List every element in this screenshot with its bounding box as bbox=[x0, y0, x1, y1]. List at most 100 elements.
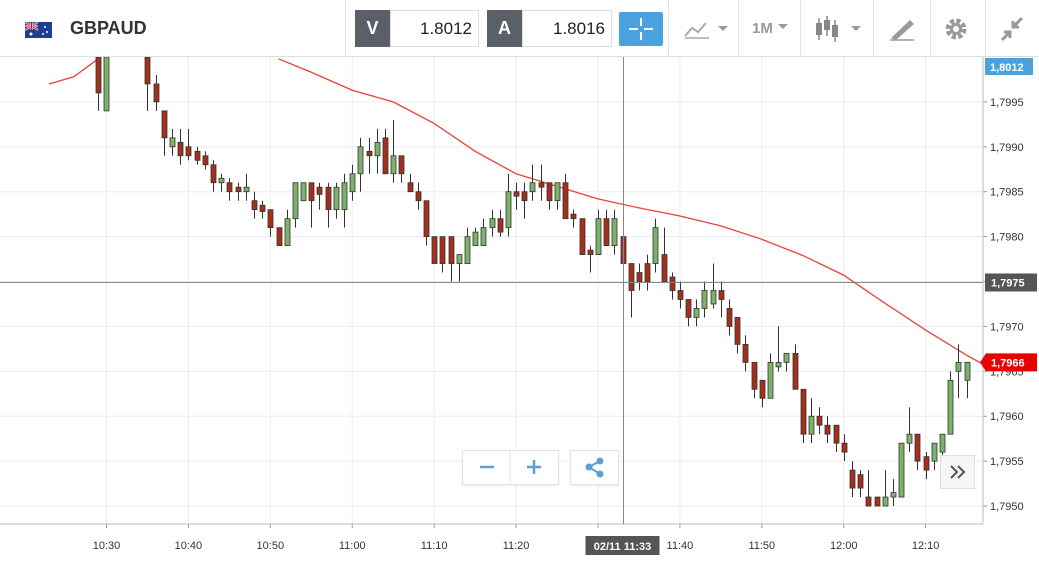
candle-body bbox=[538, 182, 545, 188]
candle-body bbox=[898, 442, 905, 498]
candle-body bbox=[513, 191, 520, 197]
y-tick-label: 1,7960 bbox=[990, 411, 1024, 423]
bid-price-label: 1,8012 bbox=[990, 62, 1024, 74]
candle-body bbox=[710, 290, 717, 305]
candle-body bbox=[808, 415, 815, 435]
crosshair-time-label: 02/11 11:33 bbox=[594, 541, 652, 553]
candle-body bbox=[693, 308, 700, 318]
candle-body bbox=[456, 254, 463, 264]
dropdown-arrow[interactable] bbox=[777, 22, 791, 32]
candle-body bbox=[349, 173, 356, 193]
zoom-controls bbox=[462, 450, 559, 485]
candle-body bbox=[742, 343, 749, 363]
candle-body bbox=[800, 388, 807, 435]
candle-body bbox=[775, 361, 782, 368]
candle-body bbox=[824, 424, 831, 435]
candle-body bbox=[390, 155, 397, 175]
share-icon bbox=[585, 457, 604, 478]
candle-body bbox=[177, 141, 184, 157]
candle-body bbox=[480, 227, 487, 246]
crosshair-button[interactable] bbox=[619, 12, 663, 46]
separator bbox=[345, 0, 346, 56]
bid-price[interactable]: 1.8012 bbox=[390, 10, 479, 47]
candle-body bbox=[300, 182, 307, 202]
candle-body bbox=[890, 492, 897, 498]
candle-body bbox=[235, 186, 242, 193]
crosshair-price-label: 1,7975 bbox=[991, 278, 1025, 290]
candle-body bbox=[595, 218, 602, 255]
candle-body bbox=[521, 191, 528, 202]
candle-body bbox=[882, 496, 889, 507]
zoom-in[interactable] bbox=[527, 460, 541, 474]
candle-body bbox=[423, 200, 430, 238]
candle-body bbox=[259, 204, 266, 212]
settings-button[interactable] bbox=[943, 16, 969, 42]
candle-body bbox=[153, 83, 160, 103]
candle-body bbox=[857, 474, 864, 489]
candle-body bbox=[718, 290, 725, 300]
candle-body bbox=[292, 182, 299, 220]
candle-body bbox=[210, 164, 217, 184]
draw-tool-button[interactable] bbox=[888, 16, 916, 42]
toolbar: GBPAUD V 1.8012 A 1.8016 1M bbox=[0, 0, 1039, 57]
x-tick-label: 10:50 bbox=[257, 540, 285, 552]
candle-body bbox=[792, 352, 799, 390]
candle-body bbox=[439, 236, 446, 264]
symbol: GBPAUD bbox=[70, 18, 147, 38]
separator bbox=[668, 0, 669, 56]
candle-body bbox=[374, 141, 381, 157]
bid-label: V bbox=[355, 10, 390, 47]
flag-icon bbox=[25, 22, 52, 38]
y-tick-label: 1,7970 bbox=[990, 321, 1024, 333]
candle-body bbox=[366, 150, 373, 157]
candle-body bbox=[652, 227, 659, 264]
candle-body bbox=[218, 177, 225, 184]
candle-body bbox=[448, 236, 455, 264]
y-tick-label: 1,7950 bbox=[990, 501, 1024, 513]
timeframe[interactable]: 1M bbox=[752, 20, 773, 37]
candle-body bbox=[849, 469, 856, 489]
candle-body bbox=[759, 379, 766, 399]
moving-average-line bbox=[278, 58, 983, 365]
candle-body bbox=[701, 290, 708, 309]
candle-body bbox=[783, 352, 790, 363]
x-tick-label: 12:00 bbox=[830, 540, 858, 552]
candle-body bbox=[497, 218, 504, 233]
candle-body bbox=[661, 254, 668, 282]
candle-body bbox=[325, 186, 332, 211]
candle-body bbox=[464, 236, 471, 264]
candle-style-button[interactable] bbox=[815, 14, 863, 44]
scroll-latest-button[interactable] bbox=[940, 455, 975, 489]
share-button[interactable] bbox=[570, 450, 619, 485]
last-price-label: 1,7966 bbox=[991, 357, 1025, 369]
candle-body bbox=[398, 155, 405, 175]
candle-body bbox=[726, 308, 733, 327]
candle-body bbox=[611, 218, 618, 246]
x-tick-label: 10:30 bbox=[93, 540, 121, 552]
candle-body bbox=[529, 182, 536, 193]
candle-body bbox=[669, 276, 676, 291]
moving-average-line bbox=[48, 58, 99, 85]
candle-body bbox=[570, 213, 577, 220]
x-tick-label: 11:10 bbox=[421, 540, 448, 552]
candle-body bbox=[833, 424, 840, 444]
candle-body bbox=[554, 182, 561, 202]
ask-price[interactable]: 1.8016 bbox=[522, 10, 612, 47]
candle-body bbox=[947, 379, 954, 435]
candle-body bbox=[243, 186, 250, 193]
candle-body bbox=[333, 186, 340, 211]
candle-body bbox=[95, 57, 102, 94]
chevron-icon bbox=[950, 465, 966, 479]
candle-body bbox=[144, 57, 151, 85]
collapse-button[interactable] bbox=[998, 16, 1026, 42]
candle-body bbox=[677, 290, 684, 300]
candle-body bbox=[914, 433, 921, 462]
crosshair-price-box bbox=[985, 273, 1037, 292]
candle-body bbox=[284, 218, 291, 246]
ask-label: A bbox=[487, 10, 522, 47]
chart-type-button[interactable] bbox=[683, 18, 729, 40]
candle-body bbox=[407, 182, 414, 193]
candle-body bbox=[865, 496, 872, 507]
